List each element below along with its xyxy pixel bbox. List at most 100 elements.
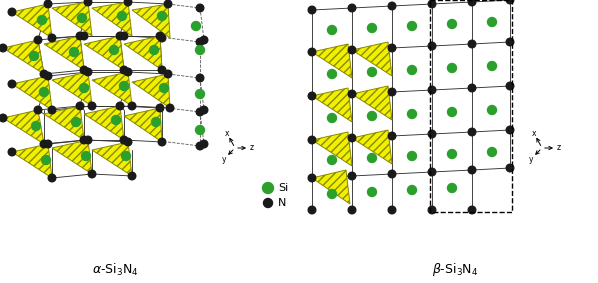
Circle shape	[468, 128, 476, 136]
Circle shape	[348, 134, 356, 142]
Circle shape	[368, 112, 377, 121]
Circle shape	[34, 106, 42, 114]
Circle shape	[8, 8, 16, 16]
Circle shape	[191, 22, 200, 31]
Circle shape	[468, 40, 476, 48]
Circle shape	[44, 72, 52, 80]
Polygon shape	[92, 142, 132, 176]
Circle shape	[468, 84, 476, 92]
Circle shape	[196, 4, 204, 12]
Circle shape	[80, 136, 88, 144]
Circle shape	[160, 83, 169, 93]
Circle shape	[428, 168, 436, 176]
Circle shape	[84, 0, 92, 6]
Polygon shape	[312, 132, 352, 166]
Polygon shape	[352, 86, 392, 120]
Circle shape	[348, 90, 356, 98]
Circle shape	[388, 44, 396, 52]
Circle shape	[506, 38, 514, 46]
Polygon shape	[3, 40, 44, 74]
Polygon shape	[312, 170, 350, 204]
Circle shape	[388, 2, 396, 10]
Circle shape	[164, 70, 172, 78]
Circle shape	[487, 147, 496, 156]
Text: Si: Si	[278, 183, 288, 193]
Circle shape	[121, 151, 130, 160]
Polygon shape	[44, 106, 84, 140]
Circle shape	[76, 102, 84, 110]
Text: $\alpha$-Si$_3$N$_4$: $\alpha$-Si$_3$N$_4$	[91, 262, 138, 278]
Polygon shape	[92, 72, 132, 106]
Circle shape	[428, 206, 436, 214]
Circle shape	[447, 20, 456, 29]
Circle shape	[308, 206, 316, 214]
Circle shape	[506, 82, 514, 90]
Circle shape	[158, 34, 166, 42]
Circle shape	[487, 18, 496, 27]
Bar	[430, 0, 512, 212]
Circle shape	[487, 106, 496, 115]
Circle shape	[34, 36, 42, 44]
Circle shape	[158, 66, 166, 74]
Circle shape	[428, 86, 436, 94]
Circle shape	[156, 32, 164, 40]
Circle shape	[200, 106, 208, 114]
Polygon shape	[352, 130, 392, 164]
Circle shape	[388, 88, 396, 96]
Circle shape	[407, 110, 416, 119]
Circle shape	[196, 38, 204, 46]
Circle shape	[196, 125, 205, 134]
Circle shape	[120, 32, 128, 40]
Circle shape	[120, 66, 128, 74]
Circle shape	[39, 87, 48, 97]
Circle shape	[164, 0, 172, 8]
Circle shape	[29, 52, 38, 61]
Circle shape	[38, 16, 47, 25]
Circle shape	[88, 102, 96, 110]
Circle shape	[124, 68, 132, 76]
Circle shape	[428, 130, 436, 138]
Circle shape	[196, 89, 205, 98]
Circle shape	[80, 66, 88, 74]
Circle shape	[328, 155, 337, 164]
Text: x: x	[532, 128, 536, 138]
Polygon shape	[312, 44, 352, 78]
Circle shape	[48, 174, 56, 182]
Circle shape	[80, 32, 88, 40]
Polygon shape	[44, 36, 84, 70]
Polygon shape	[52, 2, 92, 36]
Circle shape	[200, 140, 208, 148]
Circle shape	[328, 70, 337, 78]
Circle shape	[196, 74, 204, 82]
Circle shape	[447, 183, 456, 192]
Circle shape	[328, 25, 337, 35]
Circle shape	[196, 108, 204, 116]
Circle shape	[41, 155, 50, 164]
Circle shape	[447, 149, 456, 158]
Circle shape	[8, 148, 16, 156]
Circle shape	[407, 22, 416, 31]
Circle shape	[0, 114, 7, 122]
Polygon shape	[52, 140, 92, 174]
Circle shape	[468, 206, 476, 214]
Circle shape	[84, 68, 92, 76]
Text: N: N	[278, 198, 286, 208]
Circle shape	[447, 63, 456, 72]
Circle shape	[128, 102, 136, 110]
Circle shape	[120, 82, 129, 91]
Circle shape	[487, 61, 496, 70]
Circle shape	[128, 172, 136, 180]
Circle shape	[111, 115, 121, 125]
Circle shape	[117, 12, 127, 20]
Text: y: y	[222, 155, 226, 164]
Circle shape	[158, 138, 166, 146]
Circle shape	[32, 121, 41, 130]
Polygon shape	[52, 72, 92, 106]
Circle shape	[506, 164, 514, 172]
Circle shape	[72, 117, 81, 127]
Circle shape	[124, 0, 132, 6]
Circle shape	[44, 140, 52, 148]
Text: x: x	[224, 128, 229, 138]
Circle shape	[308, 6, 316, 14]
Circle shape	[368, 23, 377, 33]
